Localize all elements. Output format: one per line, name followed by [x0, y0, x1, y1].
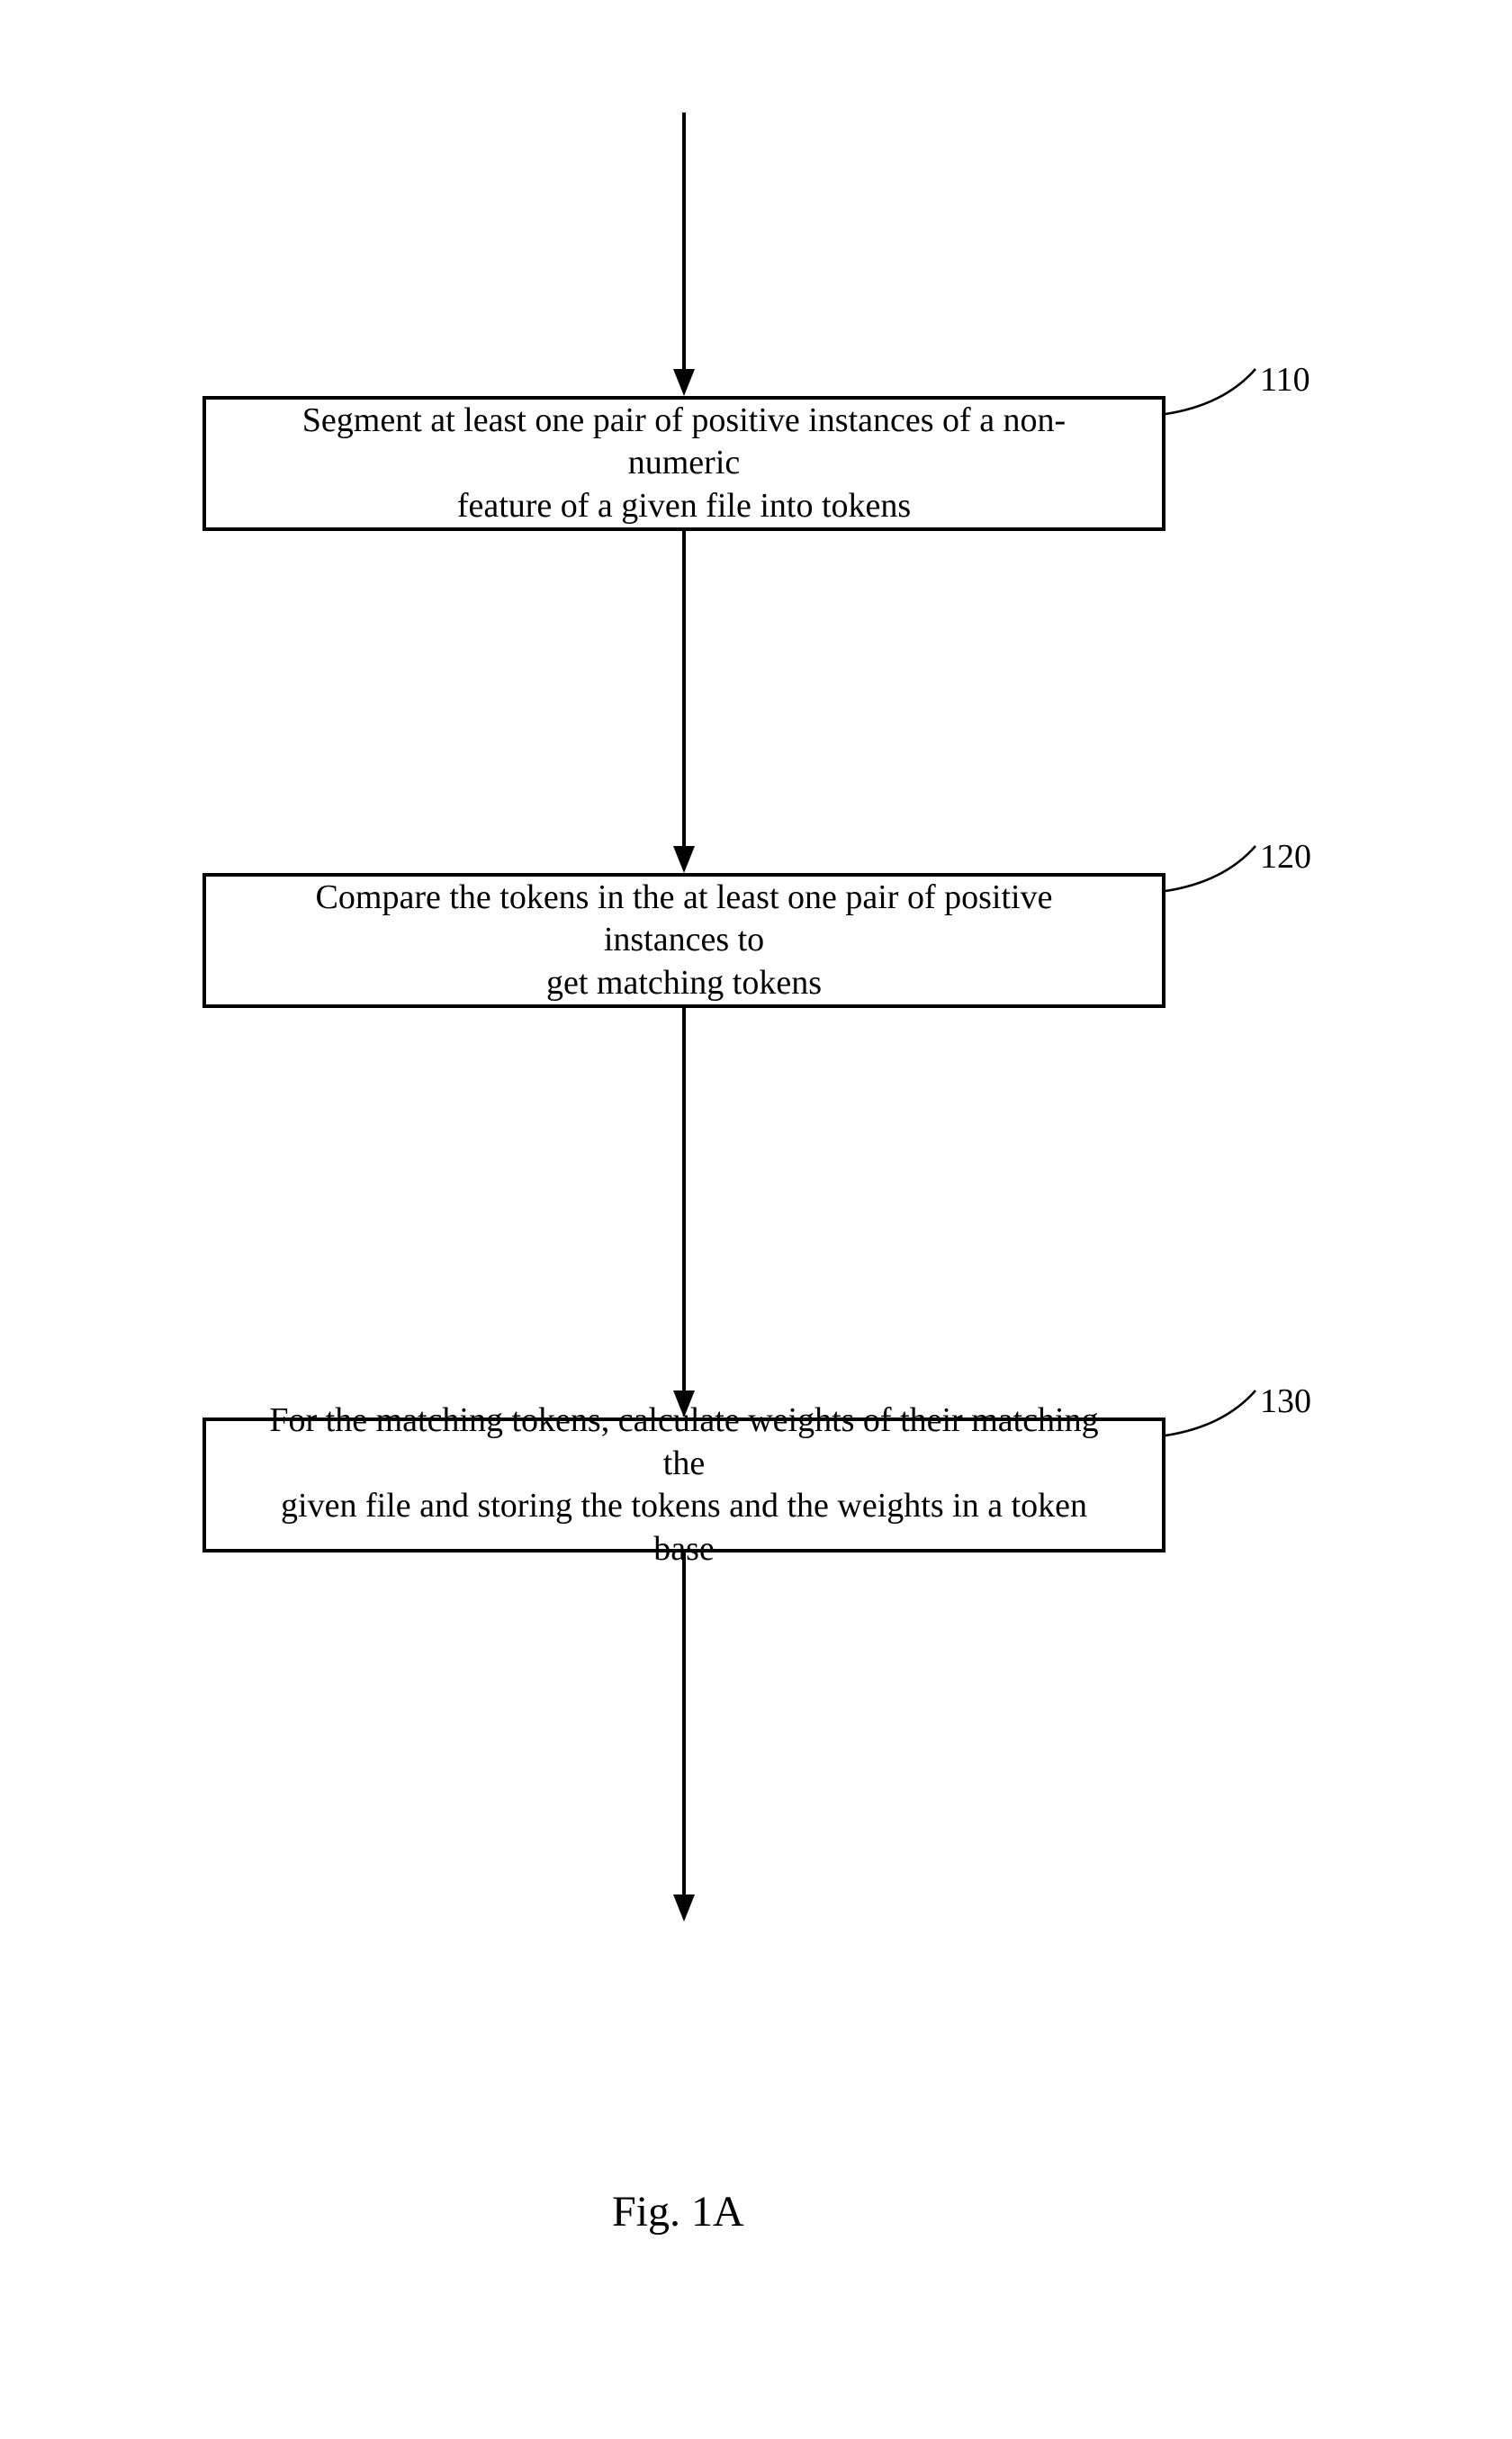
flow-box-110: Segment at least one pair of positive in…: [202, 396, 1166, 531]
flow-label-120: 120: [1260, 837, 1311, 877]
figure-caption: Fig. 1A: [612, 2187, 744, 2236]
flow-box-120-text: Compare the tokens in the at least one p…: [260, 877, 1108, 1005]
flow-label-130: 130: [1260, 1382, 1311, 1421]
flow-box-130-text: For the matching tokens, calculate weigh…: [260, 1400, 1108, 1570]
flow-label-110: 110: [1260, 360, 1310, 400]
flow-box-130: For the matching tokens, calculate weigh…: [202, 1418, 1166, 1552]
flow-box-110-text: Segment at least one pair of positive in…: [260, 400, 1108, 528]
flow-box-120: Compare the tokens in the at least one p…: [202, 873, 1166, 1008]
flowchart-canvas: Segment at least one pair of positive in…: [0, 0, 1512, 2439]
